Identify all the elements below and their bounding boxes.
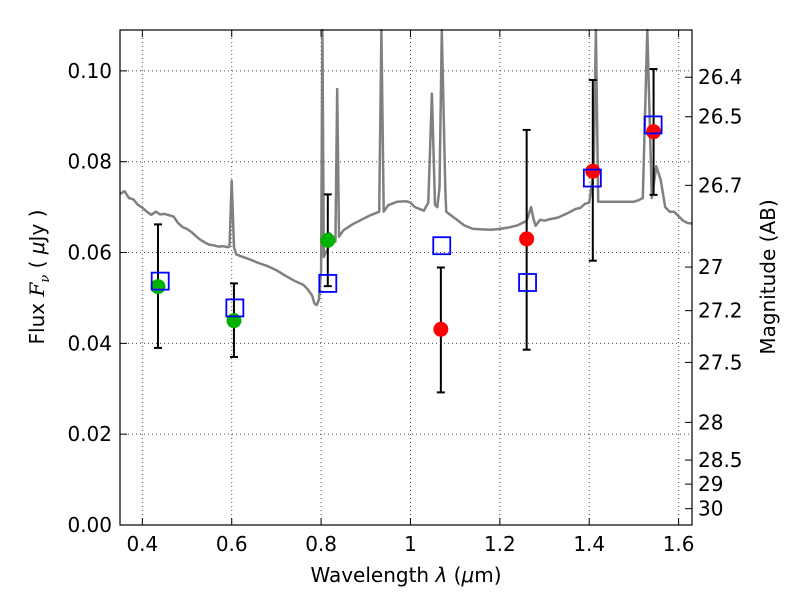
- right-tick-label: 27: [698, 255, 723, 279]
- model-square: [643, 115, 663, 135]
- right-tick-label: 26.7: [698, 173, 743, 197]
- right-axis-label: Magnitude (AB): [756, 199, 780, 354]
- model-square: [225, 298, 245, 318]
- right-tick-label: 28: [698, 410, 723, 434]
- y-axis-label: Flux Fν ( μJy ): [25, 210, 53, 345]
- model-square: [318, 274, 338, 293]
- x-tick-label: 0.6: [216, 532, 248, 556]
- model-points: [150, 115, 663, 318]
- y-tick-label: 0.08: [67, 150, 112, 174]
- model-square: [518, 273, 537, 292]
- y-tick-label: 0.06: [67, 241, 112, 265]
- right-tick-label: 27.5: [698, 350, 743, 374]
- right-tick-label: 26.4: [698, 65, 743, 89]
- x-tick-label: 1.2: [484, 532, 516, 556]
- x-tick-label: 1: [404, 532, 417, 556]
- x-tick-label: 0.8: [305, 532, 337, 556]
- observed-point: [433, 321, 449, 337]
- right-tick-label: 28.5: [698, 448, 743, 472]
- model-square: [582, 168, 602, 188]
- axes: 0.4 0.6 0.8 1 1.2 1.4 1.6 0.00 0.02 0.04 0.06 0.08 0…: [67, 29, 743, 556]
- right-tick-label: 26.5: [698, 105, 743, 129]
- right-tick-label: 27.2: [698, 299, 743, 323]
- model-square: [432, 236, 452, 256]
- observed-point: [150, 279, 166, 295]
- x-tick-label: 1.4: [573, 532, 605, 556]
- x-tick-label: 0.4: [126, 532, 158, 556]
- y-tick-label: 0.10: [67, 59, 112, 83]
- axis-labels: Wavelength λ (μm) Flux Fν ( μJy ) Magnit…: [25, 199, 780, 587]
- x-tick-label: 1.6: [663, 532, 695, 556]
- observed-point: [226, 313, 242, 329]
- error-bars: [153, 68, 658, 394]
- observed-point: [320, 232, 336, 248]
- model-square: [150, 271, 170, 291]
- y-tick-label: 0.00: [67, 513, 112, 537]
- y-tick-label: 0.02: [67, 422, 112, 446]
- x-axis-label: Wavelength λ (μm): [310, 563, 501, 587]
- right-tick-label: 30: [698, 497, 723, 521]
- observed-point: [519, 231, 535, 247]
- right-tick-label: 29: [698, 472, 723, 496]
- observed-point: [646, 124, 662, 140]
- y-tick-label: 0.04: [67, 331, 112, 355]
- observed-point: [585, 163, 601, 179]
- plot-frame: [119, 29, 693, 526]
